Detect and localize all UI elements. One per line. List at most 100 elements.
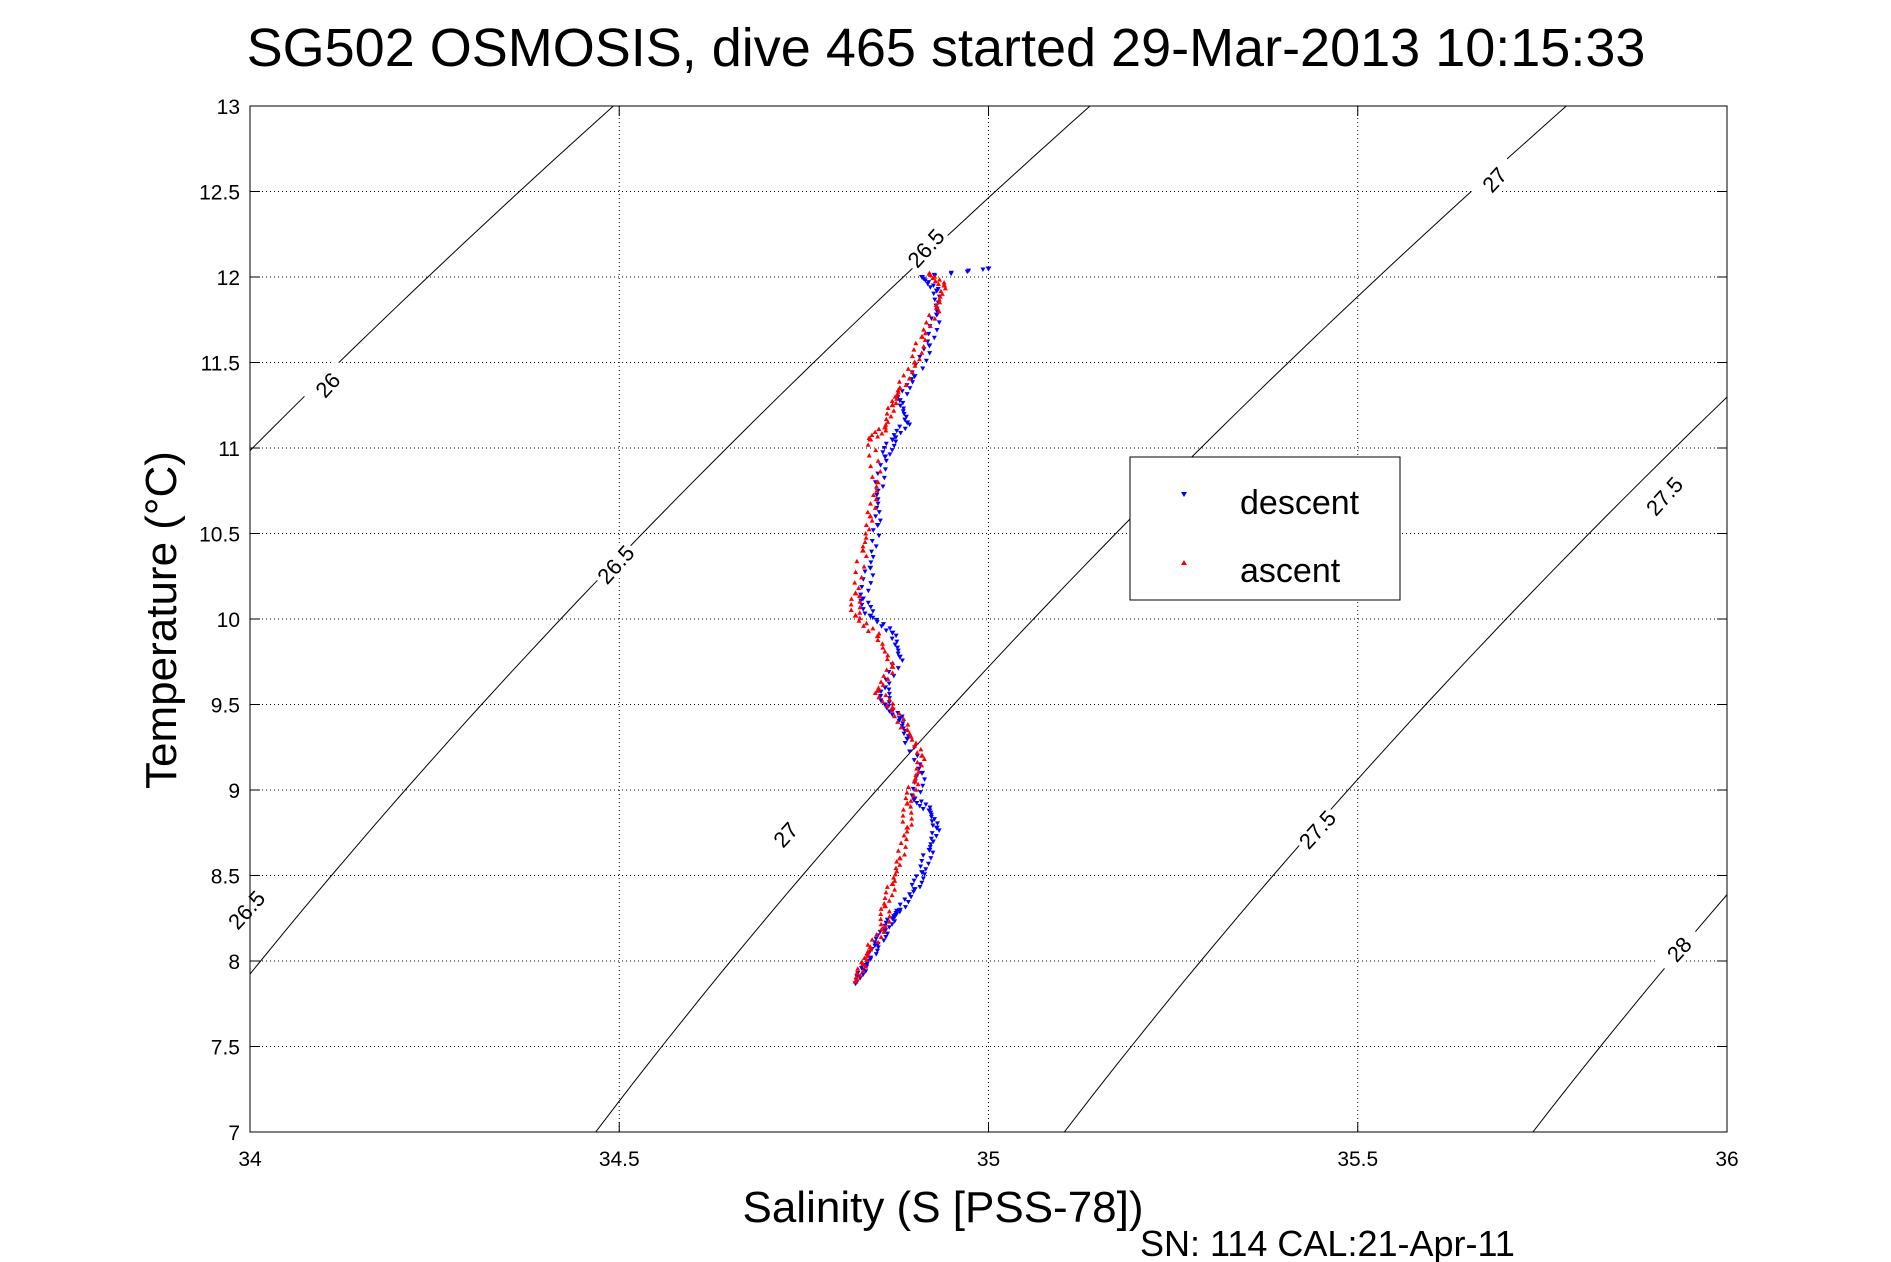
descent-point [887, 452, 893, 457]
descent-point [901, 406, 907, 411]
ascent-point [923, 319, 929, 325]
descent-point [899, 389, 905, 394]
descent-point [886, 687, 892, 693]
descent-point [878, 689, 884, 695]
ascent-point [883, 416, 889, 422]
descent-point [889, 448, 895, 453]
ascent-point [889, 881, 896, 887]
descent-point [932, 817, 938, 822]
descent-point [925, 861, 931, 867]
ascent-point [937, 299, 943, 305]
ascent-point [857, 604, 863, 610]
descent-point [870, 528, 876, 533]
isopycnal-line [1873, 0, 1891, 1262]
ascent-point [911, 359, 918, 365]
descent-point [881, 446, 887, 451]
y-axis-label: Temperature (°C) [137, 451, 186, 789]
ascent-point [865, 942, 871, 947]
descent-point [889, 636, 895, 642]
descent-point [927, 805, 933, 811]
descent-point [926, 280, 932, 285]
ascent-point [888, 413, 894, 419]
descent-point [889, 437, 896, 443]
descent-point [875, 501, 881, 507]
ascent-point [889, 708, 895, 713]
descent-point [929, 819, 935, 824]
ascent-point [889, 704, 896, 710]
ascent-point [882, 903, 889, 909]
ascent-point [852, 580, 858, 585]
descent-point [902, 905, 908, 910]
ascent-point [938, 288, 944, 294]
ascent-point [878, 906, 884, 911]
descent-point [928, 316, 934, 321]
descent-point [873, 544, 879, 549]
ascent-point [892, 871, 898, 877]
ascent-point [890, 660, 896, 666]
y-tick-label: 10.5 [199, 524, 240, 547]
y-tick-label: 11.5 [201, 353, 240, 376]
ascent-point [865, 949, 871, 954]
ascent-point [892, 713, 898, 719]
ascent-point [884, 884, 890, 889]
descent-point [904, 736, 911, 742]
ascent-point [936, 308, 942, 314]
ascent-point [896, 379, 902, 384]
descent-point [928, 836, 934, 842]
ascent-point [905, 722, 911, 727]
y-tick-label: 7 [228, 1122, 240, 1145]
descent-point [870, 615, 876, 621]
ascent-point [919, 752, 926, 758]
ascent-point [857, 610, 863, 615]
descent-point [889, 712, 895, 718]
contour-label: 26 [304, 360, 353, 411]
descent-point [934, 821, 940, 826]
descent-point [928, 856, 934, 861]
contour-label-bg [1470, 155, 1520, 206]
descent-point [894, 428, 900, 434]
descent-point [907, 749, 913, 755]
axis-ticks: 34 34.5 35 35.5 36 7 7.5 8 8.5 9 9.5 10 10.5 11 11.5 12… [199, 96, 1739, 1171]
ascent-point [880, 645, 886, 650]
ascent-point [914, 759, 920, 765]
descent-point [886, 700, 892, 705]
ascent-point [873, 447, 879, 453]
descent-point [878, 698, 884, 703]
descent-point [886, 925, 892, 930]
descent-point [930, 283, 936, 289]
descent-point [948, 270, 954, 276]
ascent-point [885, 419, 891, 424]
ascent-point [876, 426, 882, 431]
ascent-point [868, 463, 874, 469]
descent-point [900, 400, 906, 406]
ascent-point [908, 798, 914, 803]
ascent-point [869, 937, 875, 942]
ascent-point [911, 778, 918, 784]
descent-point [882, 467, 888, 472]
descent-point [927, 285, 933, 290]
contour-label-bg [1640, 471, 1690, 522]
descent-point [873, 952, 879, 957]
ascent-point [937, 277, 943, 282]
descent-point [882, 702, 889, 708]
descent-point [907, 892, 913, 897]
ascent-point [872, 429, 878, 434]
ascent-point [866, 452, 872, 458]
ascent-point [914, 766, 920, 771]
descent-point [917, 354, 923, 360]
ascent-point [852, 590, 859, 596]
ascent-point [912, 743, 918, 749]
descent-point [873, 936, 879, 942]
descent-point [891, 443, 897, 449]
ascent-point [939, 291, 945, 296]
ascent-point [874, 488, 880, 493]
ascent-point [860, 968, 866, 973]
descent-point [930, 823, 936, 828]
ascent-point [857, 599, 863, 604]
descent-point [874, 619, 880, 625]
ascent-point [879, 430, 885, 436]
descent-point [922, 777, 928, 782]
descent-point [885, 931, 891, 937]
descent-point [905, 900, 911, 905]
legend-ascent-label: ascent [1240, 552, 1341, 590]
